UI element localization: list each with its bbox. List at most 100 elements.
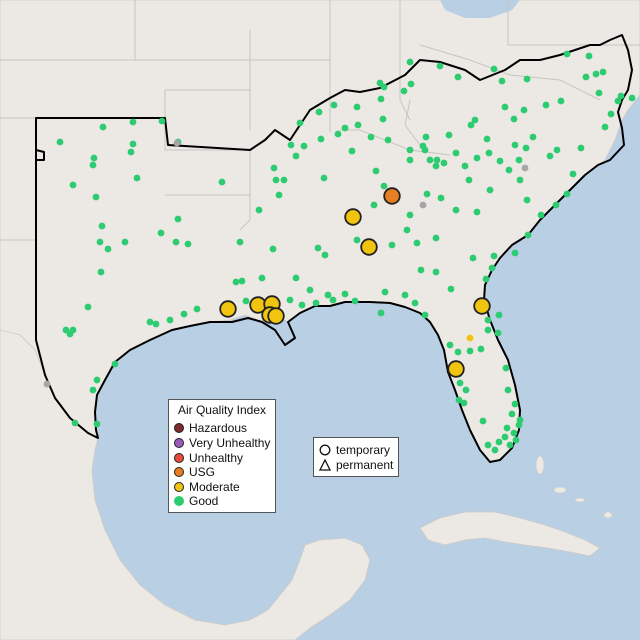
good-site-marker xyxy=(486,186,494,194)
good-site-marker xyxy=(56,138,64,146)
good-site-marker xyxy=(455,396,463,404)
good-site-marker xyxy=(477,345,485,353)
good-site-marker xyxy=(255,206,263,214)
good-site-marker xyxy=(298,301,306,309)
no-data-site-marker xyxy=(173,139,181,147)
good-site-marker xyxy=(484,326,492,334)
good-site-marker xyxy=(460,399,468,407)
good-site-marker xyxy=(522,144,530,152)
good-site-marker xyxy=(158,117,166,125)
good-site-marker xyxy=(184,240,192,248)
legend-label-good: Good xyxy=(189,494,219,508)
legend-label-permanent: permanent xyxy=(336,458,394,472)
legend-item-good: Good xyxy=(174,494,218,508)
good-site-marker xyxy=(370,201,378,209)
moderate-temporary-site-marker xyxy=(219,300,237,318)
good-site-marker xyxy=(193,305,201,313)
good-site-marker xyxy=(601,123,609,131)
good-site-marker xyxy=(99,123,107,131)
good-site-marker xyxy=(454,73,462,81)
good-site-marker xyxy=(334,130,342,138)
good-site-marker xyxy=(595,89,603,97)
good-site-marker xyxy=(462,386,470,394)
good-site-marker xyxy=(321,251,329,259)
good-site-marker xyxy=(89,161,97,169)
good-site-marker xyxy=(166,316,174,324)
good-site-marker xyxy=(511,249,519,257)
good-site-marker xyxy=(292,274,300,282)
good-site-marker xyxy=(628,94,636,102)
legend-item-hazardous: Hazardous xyxy=(174,421,247,435)
triangle-icon xyxy=(319,459,331,471)
good-site-marker xyxy=(432,234,440,242)
legend-item-unhealthy: Unhealthy xyxy=(174,451,243,465)
good-site-marker xyxy=(529,133,537,141)
good-site-marker xyxy=(111,360,119,368)
region-outline xyxy=(35,34,633,463)
good-site-marker xyxy=(413,239,421,247)
good-site-marker xyxy=(341,124,349,132)
good-site-marker xyxy=(454,348,462,356)
good-site-marker xyxy=(66,330,74,338)
no-data-site-marker xyxy=(521,164,529,172)
good-site-marker xyxy=(353,103,361,111)
good-site-marker xyxy=(406,58,414,66)
no-data-site-marker xyxy=(419,201,427,209)
legend-item-moderate: Moderate xyxy=(174,480,240,494)
good-site-marker xyxy=(433,156,441,164)
good-site-marker xyxy=(236,238,244,246)
good-site-marker xyxy=(473,208,481,216)
legend-item-usg: USG xyxy=(174,465,215,479)
good-site-marker xyxy=(498,77,506,85)
good-site-marker xyxy=(446,341,454,349)
good-site-marker xyxy=(272,176,280,184)
good-site-marker xyxy=(479,417,487,425)
good-site-marker xyxy=(354,121,362,129)
good-site-marker xyxy=(127,148,135,156)
good-site-marker xyxy=(417,266,425,274)
good-site-marker xyxy=(411,299,419,307)
legend-label-hazardous: Hazardous xyxy=(189,421,248,435)
good-site-marker xyxy=(93,420,101,428)
good-site-marker xyxy=(445,131,453,139)
good-site-marker xyxy=(582,73,590,81)
good-site-marker xyxy=(553,146,561,154)
moderate-temporary-site-marker xyxy=(447,360,465,378)
good-site-marker xyxy=(495,311,503,319)
good-site-marker xyxy=(471,116,479,124)
good-site-marker xyxy=(607,110,615,118)
good-site-marker xyxy=(71,419,79,427)
good-site-marker xyxy=(456,379,464,387)
good-site-marker xyxy=(461,162,469,170)
good-site-marker xyxy=(152,320,160,328)
usg-temporary-site-marker xyxy=(383,187,401,205)
good-site-marker xyxy=(314,244,322,252)
good-site-marker xyxy=(180,310,188,318)
good-site-marker xyxy=(422,133,430,141)
good-site-marker xyxy=(97,268,105,276)
good-site-marker xyxy=(432,162,440,170)
site-type-legend: temporary permanent xyxy=(313,437,399,477)
good-site-marker xyxy=(172,238,180,246)
good-site-marker xyxy=(146,318,154,326)
good-site-marker xyxy=(400,87,408,95)
legend-label-moderate: Moderate xyxy=(189,480,240,494)
good-site-marker xyxy=(121,238,129,246)
good-site-marker xyxy=(494,329,502,337)
good-site-marker xyxy=(502,364,510,372)
good-site-marker xyxy=(407,80,415,88)
circle-icon xyxy=(319,444,331,456)
legend-label-usg: USG xyxy=(189,465,216,479)
good-site-marker xyxy=(238,277,246,285)
good-site-marker xyxy=(104,245,112,253)
good-site-marker xyxy=(93,376,101,384)
legend-label-unhealthy: Unhealthy xyxy=(189,451,244,465)
hazardous-swatch xyxy=(174,423,184,433)
moderate-temporary-site-marker xyxy=(344,208,362,226)
good-site-marker xyxy=(129,140,137,148)
unhealthy-swatch xyxy=(174,453,184,463)
good-site-marker xyxy=(483,135,491,143)
good-site-marker xyxy=(426,156,434,164)
